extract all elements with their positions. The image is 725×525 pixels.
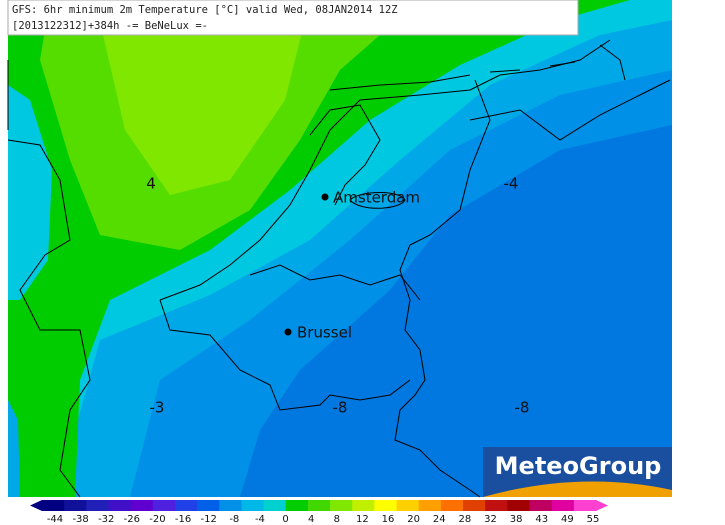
colorbar-segment bbox=[529, 500, 553, 511]
colorbar-label: 24 bbox=[433, 514, 446, 525]
colorbar-label: 38 bbox=[510, 514, 523, 525]
coastlines bbox=[7, 39, 671, 498]
colorbar: -44 -38 -32 -26 -20 -16 -12 -8 -4 0 4 8 12 16 20 24 28 32… bbox=[30, 500, 608, 525]
colorbar-segment bbox=[64, 500, 87, 511]
colorbar-segment bbox=[241, 500, 265, 511]
contour-label: -3 bbox=[150, 399, 165, 417]
colorbar-segment bbox=[573, 500, 597, 511]
colorbar-segment bbox=[42, 500, 65, 511]
colorbar-label: -26 bbox=[124, 514, 140, 525]
colorbar-segment bbox=[374, 500, 398, 511]
colorbar-label: 43 bbox=[535, 514, 548, 525]
colorbar-segment bbox=[108, 500, 132, 511]
colorbar-segment bbox=[330, 500, 353, 511]
colorbar-label: -4 bbox=[255, 514, 265, 525]
colorbar-segment bbox=[130, 500, 154, 511]
colorbar-label: 55 bbox=[587, 514, 600, 525]
city-dot bbox=[321, 193, 329, 201]
colorbar-segment bbox=[263, 500, 287, 511]
colorbar-label: -12 bbox=[201, 514, 217, 525]
colorbar-label: -8 bbox=[229, 514, 239, 525]
colorbar-segment bbox=[507, 500, 531, 511]
colorbar-segment bbox=[418, 500, 442, 511]
colorbar-label: 32 bbox=[484, 514, 497, 525]
colorbar-segment bbox=[197, 500, 220, 511]
colorbar-segment bbox=[485, 500, 508, 511]
title-line: GFS: 6hr minimum 2m Temperature [°C] val… bbox=[12, 4, 398, 16]
colorbar-label: 20 bbox=[407, 514, 420, 525]
contour-label: -4 bbox=[504, 175, 519, 193]
colorbar-label: -16 bbox=[175, 514, 191, 525]
colorbar-label: 0 bbox=[282, 514, 288, 525]
colorbar-segment bbox=[174, 500, 198, 511]
colorbar-segment bbox=[152, 500, 176, 511]
colorbar-segment bbox=[307, 500, 331, 511]
colorbar-segment bbox=[86, 500, 109, 511]
colorbar-label: -32 bbox=[98, 514, 114, 525]
contour-label: -8 bbox=[515, 399, 530, 417]
logo-swoosh bbox=[483, 481, 672, 497]
colorbar-arrow bbox=[30, 500, 42, 511]
colorbar-label: 12 bbox=[356, 514, 369, 525]
colorbar-segment bbox=[285, 500, 309, 511]
colorbar-segment bbox=[219, 500, 242, 511]
colorbar-label: -20 bbox=[149, 514, 165, 525]
city-label: Amsterdam bbox=[333, 189, 420, 207]
city-dot bbox=[284, 328, 292, 336]
contour-label: 4 bbox=[146, 175, 156, 193]
temperature-field bbox=[8, 0, 672, 497]
colorbar-label: -38 bbox=[72, 514, 88, 525]
colorbar-label: 49 bbox=[561, 514, 574, 525]
logo-text: MeteoGroup bbox=[495, 452, 662, 480]
colorbar-segment bbox=[440, 500, 464, 511]
contour-label: -8 bbox=[333, 399, 348, 417]
title-line: [2013122312]+384h -= BeNeLux =- bbox=[12, 20, 208, 32]
title-box bbox=[7, 0, 579, 36]
colorbar-label: -44 bbox=[47, 514, 63, 525]
colorbar-arrow bbox=[596, 500, 608, 511]
colorbar-segment bbox=[352, 500, 375, 511]
colorbar-label: 16 bbox=[382, 514, 395, 525]
colorbar-label: 8 bbox=[334, 514, 340, 525]
city-label: Brussel bbox=[297, 324, 352, 342]
colorbar-label: 4 bbox=[308, 514, 314, 525]
colorbar-segment bbox=[551, 500, 575, 511]
colorbar-segment bbox=[396, 500, 420, 511]
colorbar-segment bbox=[463, 500, 486, 511]
colorbar-label: 28 bbox=[459, 514, 472, 525]
